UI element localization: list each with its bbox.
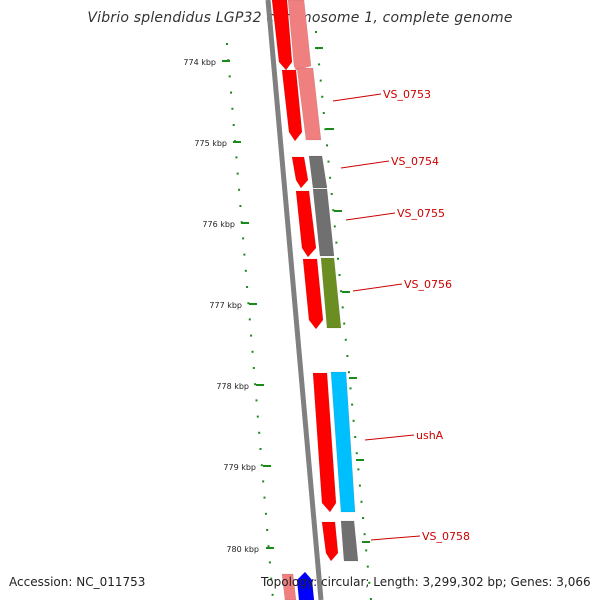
gene-label[interactable]: ushA bbox=[416, 429, 444, 442]
ruler-label: 775 kbp bbox=[194, 139, 227, 148]
gene-arrow-pink[interactable] bbox=[296, 67, 322, 141]
leader-line bbox=[345, 212, 396, 221]
ruler-label: 776 kbp bbox=[202, 220, 235, 229]
gene-arrow-red[interactable] bbox=[321, 521, 339, 562]
genome-summary-text: Topology: circular; Length: 3,299,302 bp… bbox=[261, 575, 591, 589]
accession-text: Accession: NC_011753 bbox=[9, 575, 146, 589]
gene-arrow-grey[interactable] bbox=[312, 188, 335, 257]
label-leader-lines bbox=[332, 93, 421, 541]
gene-label[interactable]: VS_0754 bbox=[391, 155, 439, 168]
ruler-major-ticks bbox=[222, 47, 370, 549]
ruler-label: 778 kbp bbox=[216, 382, 249, 391]
gene-arrow-red[interactable] bbox=[295, 190, 317, 258]
gene-label[interactable]: VS_0755 bbox=[397, 207, 445, 220]
gene-arrow-blue[interactable] bbox=[296, 571, 315, 600]
ruler-labels: 774 kbp 775 kbp 776 kbp 777 kbp 778 kbp … bbox=[183, 58, 259, 554]
gene-label[interactable]: VS_0758 bbox=[422, 530, 470, 543]
chromosome-backbone bbox=[265, 0, 324, 600]
ruler-label: 779 kbp bbox=[223, 463, 256, 472]
gene-arrow-red[interactable] bbox=[281, 69, 303, 142]
gene-arrow-grey[interactable] bbox=[340, 520, 359, 562]
gene-features bbox=[271, 0, 359, 600]
leader-line bbox=[340, 160, 390, 169]
leader-line bbox=[370, 535, 421, 541]
gene-labels: VS_0753 VS_0754 VS_0755 VS_0756 ushA VS_… bbox=[383, 88, 470, 543]
gene-arrow-red[interactable] bbox=[291, 156, 309, 189]
gene-arrow-red[interactable] bbox=[312, 372, 337, 513]
leader-line bbox=[352, 283, 403, 292]
gene-label[interactable]: VS_0756 bbox=[404, 278, 452, 291]
ruler-label: 780 kbp bbox=[226, 545, 259, 554]
gene-arrow-grey[interactable] bbox=[308, 155, 328, 189]
gene-arrow-cyan[interactable] bbox=[330, 371, 356, 513]
gene-arrow-red[interactable] bbox=[271, 0, 293, 71]
leader-line bbox=[364, 434, 415, 441]
gene-arrow-olive[interactable] bbox=[320, 257, 342, 329]
leader-line bbox=[332, 93, 382, 102]
ruler-label: 774 kbp bbox=[183, 58, 216, 67]
gene-arrow-pink[interactable] bbox=[281, 573, 297, 600]
ruler-label: 777 kbp bbox=[209, 301, 242, 310]
gene-arrow-red[interactable] bbox=[302, 258, 324, 330]
gene-label[interactable]: VS_0753 bbox=[383, 88, 431, 101]
